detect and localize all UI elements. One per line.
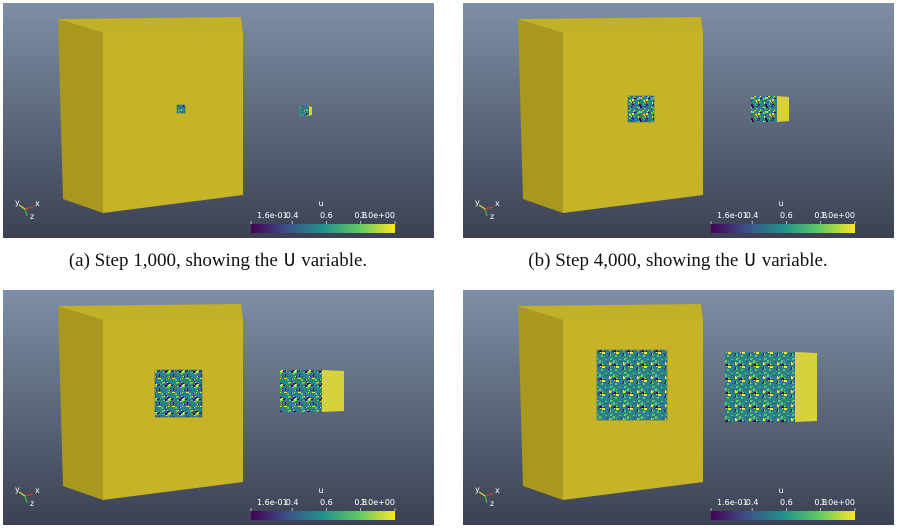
colorbar-tick-label: 1.6e-01: [257, 211, 288, 220]
caption-text: variable.: [301, 250, 368, 271]
caption-text: (a) Step 1,000, showing the: [68, 250, 278, 271]
colorbar-tick-label: 0.8: [814, 211, 827, 220]
box-top: [518, 304, 703, 320]
field-cube: [299, 106, 309, 116]
colorbar-tick-label: 1.6e-01: [717, 498, 748, 507]
colorbar-tick-label: 0.4: [286, 211, 299, 220]
box-top: [518, 17, 703, 33]
axes-triad: y xz: [15, 198, 40, 221]
colorbar-tick-label: 0.6: [320, 211, 333, 220]
colorbar-tick-label: 0.8: [354, 211, 367, 220]
field-patch: [596, 349, 668, 421]
box-side: [58, 19, 103, 213]
axis-label: x: [495, 199, 500, 208]
field-patch: [176, 104, 186, 114]
field-patch: [627, 95, 655, 123]
render-panel: y xz u 1.6e-010.4 0.6 0.81.0e+00: [463, 3, 894, 238]
axis-label: z: [490, 499, 494, 508]
field-patch: [154, 369, 203, 418]
field-cube: [725, 352, 795, 422]
box-front: [103, 33, 243, 213]
axis-label: x: [495, 486, 500, 495]
box-top: [58, 17, 243, 33]
colorbar-tick-label: 0.6: [320, 498, 333, 507]
axis-label: z: [30, 499, 34, 508]
field-cube-side: [777, 96, 789, 122]
axis-label: y: [15, 198, 20, 207]
colorbar-tick-label: 0.8: [814, 498, 827, 507]
render-panel: y xz u 1.6e-010.4 0.6 0.81.0e+00: [463, 290, 894, 525]
box-side: [518, 306, 563, 500]
caption-code: U: [744, 250, 756, 272]
colorbar-tick-label: 0.4: [286, 498, 299, 507]
colorbar-tick-label: 1.6e-01: [257, 498, 288, 507]
axis-label: z: [30, 212, 34, 221]
caption-code: U: [283, 250, 296, 272]
colorbar-tick-label: 0.4: [746, 211, 759, 220]
colorbar: [711, 224, 855, 233]
colorbar-tick-label: 0.6: [780, 211, 793, 220]
colorbar-tick-label: 1.6e-01: [717, 211, 748, 220]
field-cube: [280, 370, 322, 412]
colorbar-tick-label: 1.0e+00: [360, 211, 395, 220]
axis-label: y: [15, 485, 20, 494]
box-side: [518, 19, 563, 213]
axes-triad: y xz: [15, 485, 40, 508]
caption-text: variable.: [761, 250, 828, 271]
axis-label: y: [475, 485, 480, 494]
axis-label: x: [35, 199, 40, 208]
axes-triad: y xz: [475, 485, 500, 508]
colorbar: [711, 511, 855, 520]
colorbar: [251, 224, 395, 233]
colorbar-title: u: [318, 486, 323, 495]
axes-triad: y xz: [475, 198, 500, 221]
colorbar-title: u: [318, 199, 323, 208]
box-top: [58, 304, 243, 320]
box-front: [563, 33, 703, 213]
render-panel: y xz u 1.6e-010.4 0.6 0.81.0e+00: [3, 3, 434, 238]
axis-label: x: [35, 486, 40, 495]
colorbar-tick-label: 0.6: [780, 498, 793, 507]
caption-text: (b) Step 4,000, showing the: [528, 250, 739, 271]
colorbar-title: u: [778, 199, 783, 208]
colorbar-tick-label: 1.0e+00: [820, 498, 855, 507]
field-cube-side: [309, 106, 312, 116]
axis-label: y: [475, 198, 480, 207]
colorbar-tick-label: 0.8: [354, 498, 367, 507]
field-cube-side: [322, 370, 344, 412]
field-cube: [751, 96, 777, 122]
colorbar-title: u: [778, 486, 783, 495]
axis-label: z: [490, 212, 494, 221]
render-panel: y xz u 1.6e-010.4 0.6 0.81.0e+00: [3, 290, 434, 525]
field-cube-side: [795, 352, 817, 422]
box-side: [58, 306, 103, 500]
colorbar-tick-label: 1.0e+00: [820, 211, 855, 220]
colorbar-tick-label: 1.0e+00: [360, 498, 395, 507]
colorbar-tick-label: 0.4: [746, 498, 759, 507]
colorbar: [251, 511, 395, 520]
